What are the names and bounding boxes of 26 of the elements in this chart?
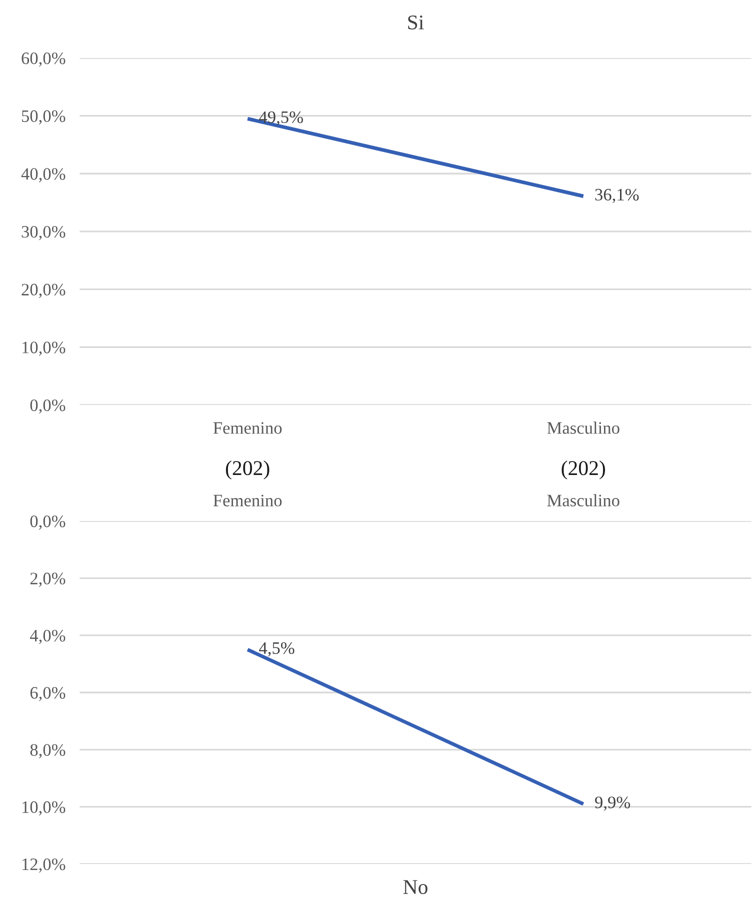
y-tick-label: 0,0% bbox=[30, 516, 66, 530]
chart-title: Si bbox=[408, 15, 424, 30]
y-tick-label: 6,0% bbox=[30, 686, 66, 702]
y-tick-label: 20,0% bbox=[22, 284, 66, 298]
text: (202) bbox=[562, 460, 606, 480]
y-tick-label: 12,0% bbox=[22, 858, 66, 873]
data-label: 4,5% bbox=[259, 642, 294, 656]
y-tick-label: 4,0% bbox=[30, 630, 66, 644]
y-tick-label: 60,0% bbox=[22, 52, 66, 67]
y-tick-label: 40,0% bbox=[21, 168, 66, 182]
text: No bbox=[403, 880, 428, 894]
data-label: 9,9% bbox=[595, 796, 630, 811]
data-label: 49,5% bbox=[259, 111, 303, 126]
y-tick-label: 0,0% bbox=[30, 399, 66, 414]
x-tick-label: Masculino bbox=[547, 422, 620, 434]
x-tick-label: Masculino bbox=[547, 494, 620, 506]
x-tick-label: Femenino bbox=[213, 422, 282, 434]
y-tick-label: 30,0% bbox=[22, 226, 66, 240]
y-tick-label: 10,0% bbox=[22, 801, 66, 816]
y-tick-label: 8,0% bbox=[30, 744, 66, 758]
x-tick-label: Femenino bbox=[213, 494, 282, 506]
data-label: 36,1% bbox=[595, 188, 639, 204]
y-tick-label: 2,0% bbox=[30, 572, 66, 587]
text: (202) bbox=[226, 460, 270, 480]
y-tick-label: 10,0% bbox=[22, 342, 66, 356]
y-tick-label: 50,0% bbox=[22, 110, 66, 125]
